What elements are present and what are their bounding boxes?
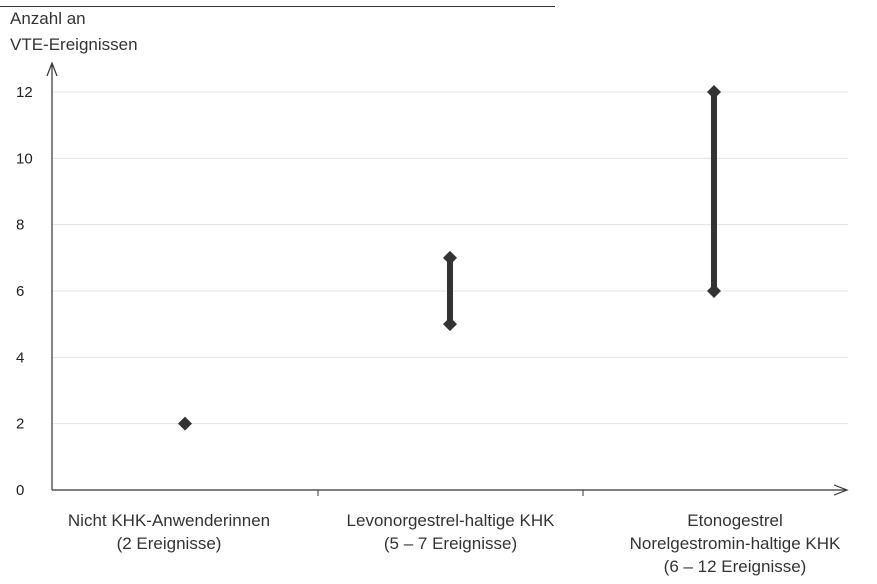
y-axis-label-line-2: VTE-Ereignissen — [10, 35, 138, 54]
y-tick-label-10: 10 — [16, 150, 33, 167]
y-tick-label-6: 6 — [16, 283, 24, 300]
y-tick-label-4: 4 — [16, 349, 24, 366]
x-category-3-line-2: Norelgestromin-haltige KHK — [629, 534, 841, 553]
y-tick-label-2: 2 — [16, 416, 24, 433]
y-axis-label: Anzahl an VTE-Ereignissen — [10, 6, 138, 58]
range-high-marker-2 — [443, 250, 457, 265]
y-tick-label-0: 0 — [16, 482, 24, 499]
x-category-3-line-1: Etonogestrel — [687, 511, 783, 530]
range-low-marker-2 — [443, 317, 457, 332]
x-category-2: Levonorgestrel-haltige KHK (5 – 7 Ereign… — [318, 509, 583, 555]
x-category-1-line-1: Nicht KHK-Anwenderinnen — [67, 511, 271, 530]
x-category-3-line-3: (6 – 12 Ereignisse) — [663, 557, 807, 576]
x-category-1: Nicht KHK-Anwenderinnen (2 Ereignisse) — [44, 509, 294, 555]
x-axis-arrow — [833, 484, 849, 496]
range-high-marker-3 — [707, 85, 721, 99]
y-tick-label-12: 12 — [16, 84, 33, 101]
x-category-1-line-2: (2 Ereignisse) — [116, 534, 222, 553]
x-category-2-line-1: Levonorgestrel-haltige KHK — [346, 511, 555, 530]
y-axis-arrow — [46, 61, 58, 77]
point-marker-1 — [178, 416, 192, 431]
range-low-marker-3 — [707, 284, 721, 298]
title-underline — [0, 0, 555, 8]
x-category-3: Etonogestrel Norelgestromin-haltige KHK … — [600, 509, 870, 578]
y-axis-label-line-1: Anzahl an — [10, 9, 86, 28]
x-category-2-line-2: (5 – 7 Ereignisse) — [383, 534, 518, 553]
y-tick-label-8: 8 — [16, 217, 24, 234]
